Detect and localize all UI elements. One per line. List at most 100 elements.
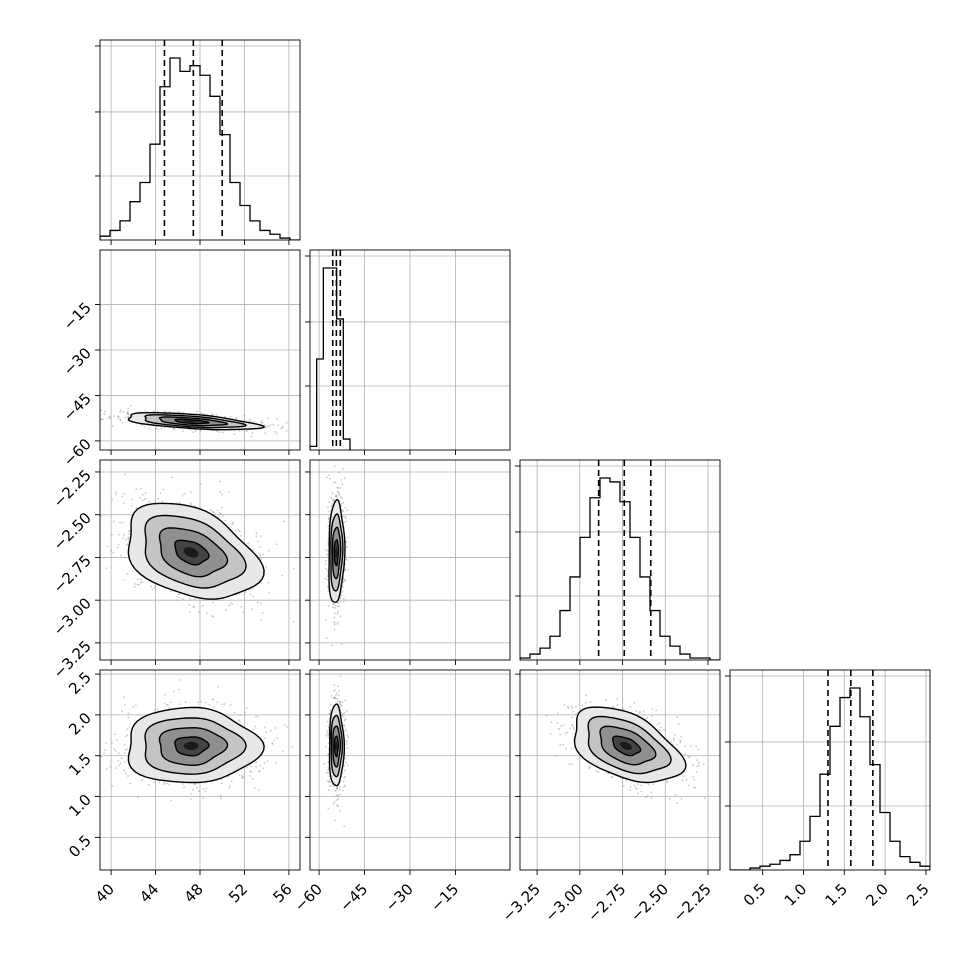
scatter-point: [247, 542, 249, 545]
scatter-point: [345, 709, 348, 712]
scatter-point: [339, 786, 342, 789]
scatter-point: [103, 752, 105, 754]
scatter-point: [292, 620, 295, 623]
scatter-point: [329, 703, 332, 706]
scatter-point: [333, 684, 336, 686]
scatter-point: [281, 750, 284, 753]
scatter-point: [115, 491, 118, 493]
scatter-point: [658, 722, 661, 724]
scatter-point: [176, 411, 179, 414]
scatter-point: [574, 705, 577, 708]
scatter-point: [345, 558, 348, 561]
scatter-point: [273, 739, 276, 742]
scatter-point: [263, 424, 266, 426]
scatter-point: [267, 549, 270, 552]
scatter-point: [271, 742, 274, 745]
scatter-point: [199, 482, 202, 485]
scatter-point: [344, 761, 347, 764]
scatter-point: [244, 711, 246, 714]
scatter-point: [264, 426, 267, 428]
scatter-point: [656, 723, 659, 726]
scatter-point: [262, 767, 265, 770]
scatter-point: [343, 579, 346, 582]
scatter-point: [211, 601, 214, 604]
scatter-point: [119, 419, 122, 422]
scatter-point: [118, 764, 121, 767]
scatter-point: [334, 819, 337, 822]
scatter-point: [610, 776, 613, 778]
contour-line: [330, 513, 344, 592]
scatter-point: [326, 780, 329, 782]
scatter-point: [252, 728, 255, 731]
scatter-point: [337, 487, 340, 490]
scatter-point: [675, 743, 678, 746]
contour-line: [174, 736, 210, 757]
x-tick-label: −60: [291, 880, 326, 915]
scatter-point: [682, 775, 685, 777]
scatter-point: [122, 537, 125, 539]
scatter-point: [280, 427, 283, 430]
scatter-point: [238, 530, 241, 533]
panel-2-1: [309, 459, 511, 661]
scatter-point: [113, 415, 116, 418]
scatter-point: [339, 675, 342, 678]
scatter-point: [205, 787, 208, 790]
scatter-point: [331, 783, 334, 786]
scatter-point: [89, 579, 91, 581]
scatter-point: [274, 727, 276, 729]
scatter-point: [325, 771, 328, 774]
scatter-point: [557, 728, 560, 731]
scatter-point: [688, 755, 691, 758]
scatter-point: [250, 765, 252, 768]
scatter-point: [122, 502, 125, 505]
scatter-point: [331, 644, 334, 647]
scatter-point: [285, 430, 288, 432]
scatter-point: [345, 743, 348, 745]
scatter-point: [126, 413, 129, 415]
scatter-point: [120, 757, 123, 759]
scatter-point: [164, 693, 166, 696]
scatter-point: [111, 425, 114, 427]
scatter-point: [638, 712, 641, 714]
scatter-point: [132, 706, 135, 708]
scatter-point: [340, 478, 343, 481]
scatter-point: [117, 752, 120, 754]
panel-3-2: [519, 669, 721, 871]
scatter-point: [622, 785, 625, 787]
scatter-point: [219, 480, 221, 483]
scatter-point: [697, 748, 700, 751]
scatter-point: [208, 703, 211, 706]
scatter-point: [216, 430, 218, 433]
scatter-point: [266, 424, 269, 427]
scatter-point: [183, 492, 186, 495]
scatter-point: [251, 608, 253, 611]
scatter-point: [329, 785, 332, 788]
contour-line: [331, 526, 342, 580]
scatter-point: [330, 695, 333, 697]
scatter-point: [90, 526, 92, 528]
scatter-point: [126, 734, 129, 736]
scatter-point: [211, 510, 214, 513]
scatter-point: [342, 600, 345, 603]
scatter-point: [334, 481, 337, 484]
scatter-point: [646, 716, 649, 719]
scatter-point: [221, 493, 224, 496]
scatter-point: [221, 703, 223, 706]
panel-3-0: [99, 669, 301, 871]
scatter-point: [113, 748, 116, 751]
scatter-point: [604, 699, 607, 701]
scatter-point: [276, 418, 278, 420]
x-tick-label: 2.5: [903, 880, 933, 910]
scatter-point: [259, 554, 261, 557]
scatter-point: [341, 590, 344, 593]
scatter-point: [338, 703, 341, 705]
scatter-point: [194, 430, 197, 433]
scatter-point: [211, 414, 214, 416]
scatter-point: [272, 423, 275, 426]
scatter-point: [292, 567, 295, 570]
scatter-point: [338, 701, 341, 704]
scatter-point: [595, 770, 597, 772]
scatter-point: [572, 728, 575, 731]
scatter-point: [566, 731, 569, 734]
scatter-point: [644, 796, 647, 799]
